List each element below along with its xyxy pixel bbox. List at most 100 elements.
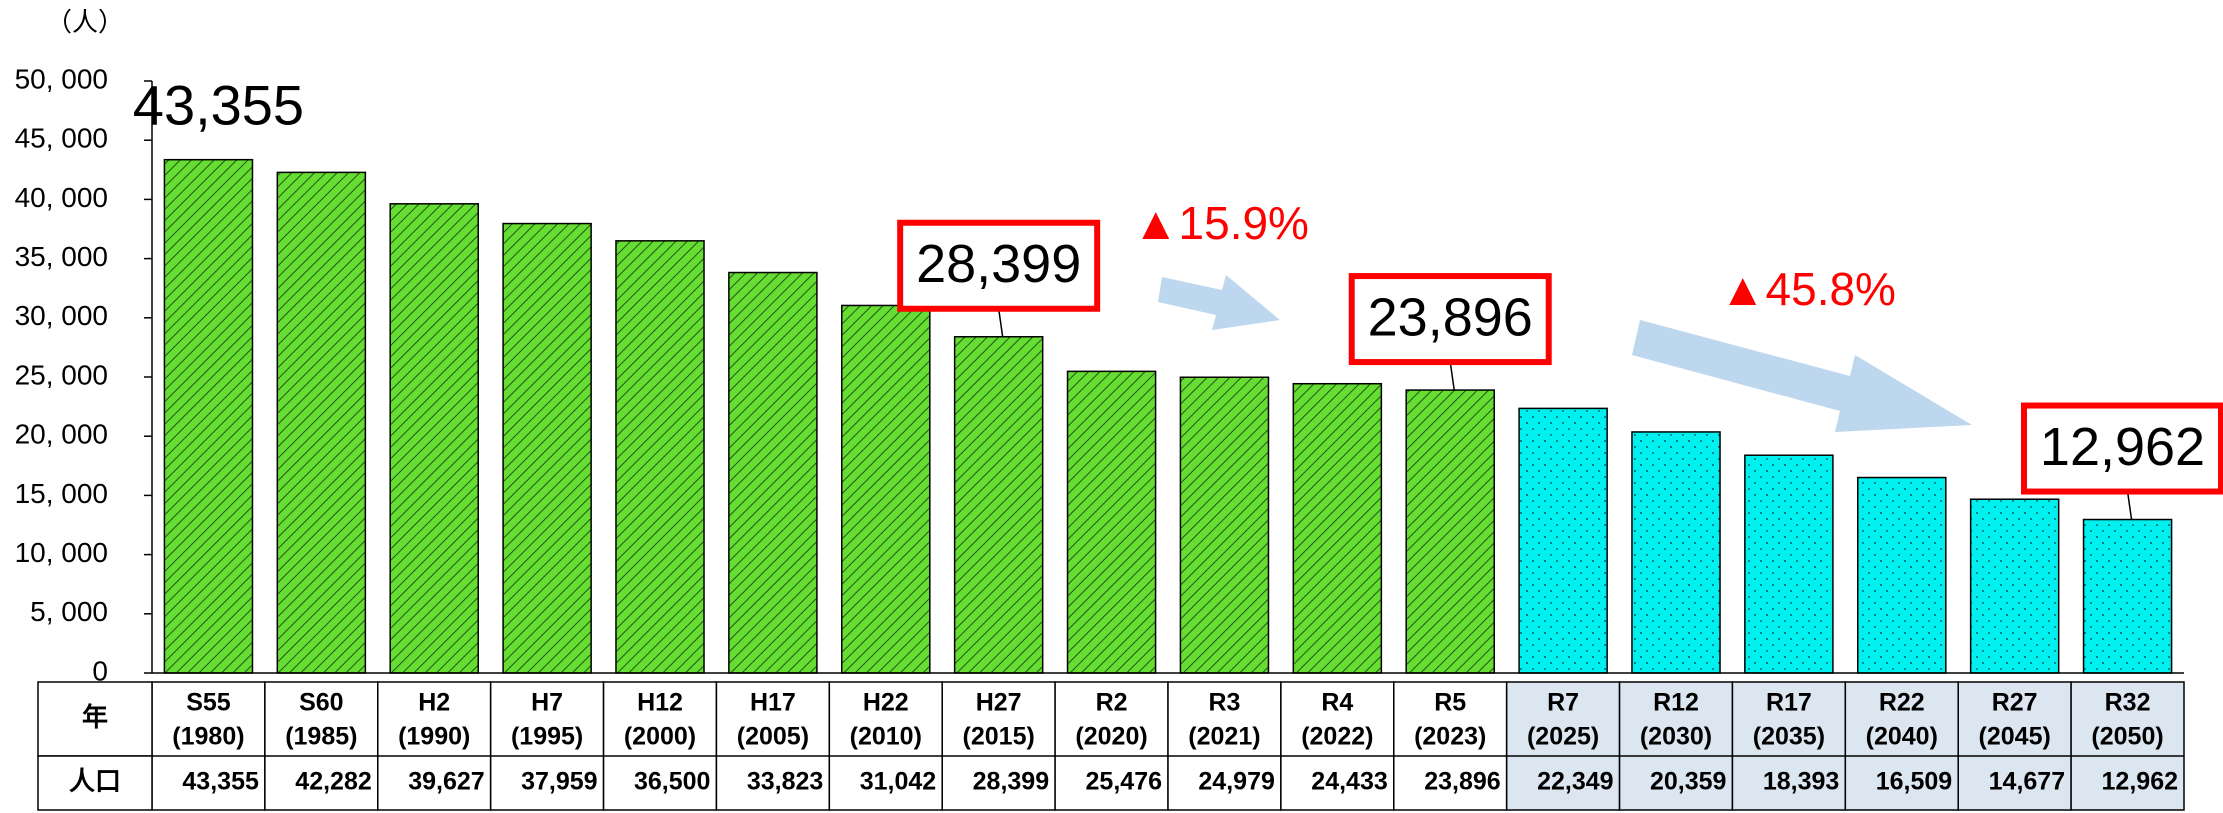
bar (2082, 518, 2173, 674)
table-cell (1844, 681, 1959, 811)
bar (728, 271, 818, 674)
x-tick-label: H12 (637, 689, 683, 717)
x-tick-label: R2 (1096, 689, 1128, 717)
table-row-header: 年 (82, 702, 108, 732)
table-value: 36,500 (634, 768, 710, 796)
table-value: 20,359 (1650, 768, 1726, 796)
x-tick-year: (2023) (1414, 723, 1486, 751)
table-cell (489, 681, 605, 811)
x-tick-label: R7 (1547, 689, 1579, 717)
callout-label: 43,355 (133, 73, 304, 136)
x-tick-year: (1990) (398, 723, 470, 751)
bar (1066, 370, 1157, 674)
bar (1631, 431, 1721, 674)
table-cell (941, 681, 1056, 811)
x-tick-year: (2021) (1188, 723, 1260, 751)
change-label: ▲45.8% (1720, 263, 1896, 315)
x-tick-label: H27 (976, 689, 1022, 717)
x-tick-label: R12 (1653, 689, 1699, 717)
y-unit-label: （人） (46, 7, 124, 37)
table-cell (1054, 681, 1169, 811)
x-tick-year: (2000) (624, 723, 696, 751)
bar (1857, 476, 1947, 674)
y-tick-label: 15, 000 (15, 478, 108, 509)
bar (1744, 454, 1834, 674)
change-label: ▲15.9% (1133, 197, 1309, 249)
x-tick-label: S55 (186, 689, 231, 717)
y-tick-label: 45, 000 (15, 123, 108, 154)
x-tick-year: (1995) (511, 723, 583, 751)
table-value: 33,823 (747, 768, 823, 796)
x-tick-year: (2010) (850, 723, 922, 751)
x-tick-year: (2020) (1075, 723, 1147, 751)
x-tick-label: H2 (418, 689, 450, 717)
x-tick-label: H22 (863, 689, 909, 717)
y-tick-label: 20, 000 (15, 419, 108, 450)
bar (389, 203, 479, 674)
callout-label: 23,896 (1368, 287, 1533, 347)
callout-label: 28,399 (916, 234, 1081, 294)
x-tick-year: (2035) (1753, 723, 1825, 751)
table-value: 25,476 (1086, 768, 1162, 796)
x-tick-label: R27 (1992, 689, 2038, 717)
table-value: 12,962 (2102, 768, 2178, 796)
bar (502, 222, 592, 674)
table-cell (1280, 681, 1395, 811)
trend-arrow (1632, 320, 1972, 432)
y-tick-label: 40, 000 (15, 182, 108, 213)
table-value: 14,677 (1989, 768, 2065, 796)
table-row-header: 人口 (69, 766, 121, 796)
table-header-cell (37, 681, 153, 757)
x-tick-label: R22 (1879, 689, 1925, 717)
x-tick-year: (2045) (1979, 723, 2051, 751)
trend-arrow (1158, 275, 1280, 330)
x-tick-year: (2030) (1640, 723, 1712, 751)
y-tick-label: 0 (92, 655, 108, 686)
table-header-cell (37, 755, 153, 811)
bar (163, 158, 254, 674)
y-tick-label: 30, 000 (15, 300, 108, 331)
x-tick-year: (1985) (285, 723, 357, 751)
table-value: 24,979 (1198, 768, 1274, 796)
x-tick-year: (2040) (1866, 723, 1938, 751)
x-tick-label: R3 (1208, 689, 1240, 717)
y-tick-label: 10, 000 (15, 537, 108, 568)
callout-leader (2126, 491, 2133, 520)
x-tick-label: H17 (750, 689, 796, 717)
callout-box (897, 219, 1101, 312)
x-tick-label: H7 (531, 689, 563, 717)
bar (1405, 389, 1495, 674)
y-tick-label: 5, 000 (30, 596, 108, 627)
x-tick-year: (2015) (963, 723, 1035, 751)
bar (953, 336, 1044, 674)
bar (841, 304, 931, 674)
bar (1179, 376, 1270, 674)
table-cell (264, 681, 379, 811)
callout-box (2021, 402, 2223, 495)
table-value: 43,355 (182, 768, 259, 796)
table-cell (1505, 681, 1621, 811)
x-tick-label: R17 (1766, 689, 1812, 717)
x-tick-label: S60 (299, 689, 343, 717)
table-cell (828, 681, 943, 811)
bar (276, 171, 367, 674)
x-tick-year: (1980) (172, 723, 244, 751)
table-cell (602, 681, 718, 811)
x-tick-label: R4 (1321, 689, 1353, 717)
table-value: 28,399 (973, 768, 1049, 796)
table-value: 18,393 (1763, 768, 1839, 796)
bar (1292, 382, 1383, 674)
x-tick-year: (2050) (2091, 723, 2163, 751)
y-tick-label: 50, 000 (15, 63, 108, 94)
table-value: 23,896 (1424, 768, 1500, 796)
table-cell (2070, 681, 2185, 811)
table-cell (1957, 681, 2072, 811)
y-tick-label: 35, 000 (15, 241, 108, 272)
bar (1969, 498, 2060, 674)
y-tick-label: 25, 000 (15, 359, 108, 390)
x-tick-year: (2005) (737, 723, 809, 751)
x-tick-year: (2025) (1527, 723, 1599, 751)
table-value: 16,509 (1876, 768, 1952, 796)
table-cell (1731, 681, 1847, 811)
